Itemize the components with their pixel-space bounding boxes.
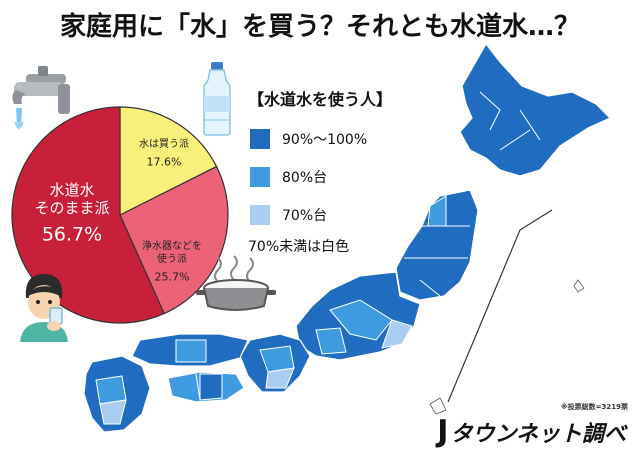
legend-swatch xyxy=(250,205,270,225)
legend-swatch xyxy=(250,167,270,187)
faucet-icon xyxy=(12,66,70,129)
legend-title: 【水道水を使う人】 xyxy=(248,90,393,109)
region-hokkaido xyxy=(459,42,612,177)
rice-cooker-icon xyxy=(196,255,276,311)
brand-logo: Jタウンネット調べ xyxy=(437,414,626,449)
legend-label: 90%～100% xyxy=(282,132,368,148)
slice-label: 水道水そのまま派 xyxy=(34,181,109,217)
legend-item: 70%台 xyxy=(248,196,448,234)
legend-label: 80%台 xyxy=(282,170,328,186)
slice-value: 25.7% xyxy=(155,271,190,284)
slice-value: 56.7% xyxy=(42,224,102,246)
map-legend: 【水道水を使う人】 90%～100% 80%台 70%台 70%未満は白色 xyxy=(248,86,448,256)
slice-label: 水は買う派 xyxy=(139,138,189,150)
pie-slice xyxy=(11,106,165,324)
pie-chart: 水道水そのまま派 56.7% 水は買う派 17.6% 浄水器などを使う派 25.7% xyxy=(11,106,229,324)
brand-text: タウンネット調べ xyxy=(450,422,626,447)
region-tohoku xyxy=(395,189,479,301)
legend-item: 80%台 xyxy=(248,158,448,196)
pie-slice xyxy=(119,165,229,315)
vote-count-note: ※投票総数=3219票 xyxy=(560,403,628,411)
brand-mark: J xyxy=(437,414,449,449)
pie-slice xyxy=(119,106,218,216)
page-title: 家庭用に「水」を買う？それとも水道水…？ xyxy=(59,12,580,42)
legend-note: 70%未満は白色 xyxy=(248,239,350,255)
legend-item: 90%～100% xyxy=(248,120,448,158)
water-bottle-icon xyxy=(203,62,231,136)
drinking-person-icon xyxy=(20,274,68,342)
legend-swatch xyxy=(250,129,270,149)
slice-label: 浄水器などを使う派 xyxy=(142,239,202,265)
slice-value: 17.6% xyxy=(147,156,182,169)
legend-label: 70%台 xyxy=(282,208,328,224)
